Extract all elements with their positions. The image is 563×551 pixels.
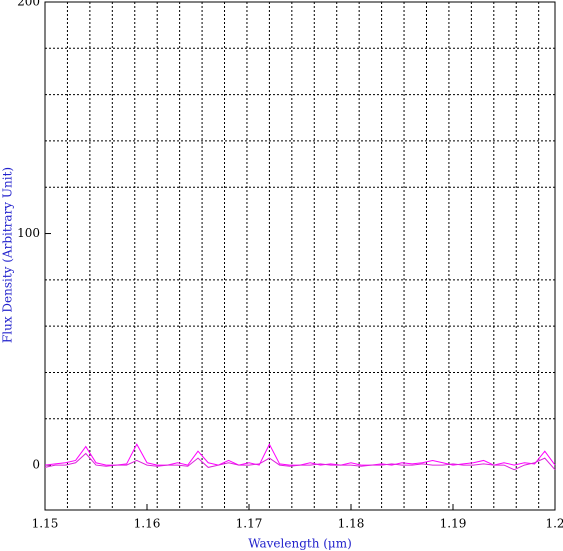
data-line	[44, 452, 556, 471]
x-tick-label: 1.15	[32, 517, 59, 531]
y-tick-label: 200	[17, 0, 40, 9]
y-axis-title: Flux Density (Arbitrary Unit)	[1, 167, 15, 343]
y-tick-label: 100	[17, 226, 40, 240]
x-tick-label: 1.17	[236, 517, 263, 531]
data-line	[44, 443, 556, 466]
x-axis-title: Wavelength (μm)	[248, 537, 352, 551]
x-tick-label: 1.19	[440, 517, 467, 531]
x-tick-label: 1.2	[545, 517, 563, 531]
y-tick-label: 0	[32, 458, 40, 472]
x-tick-label: 1.18	[338, 517, 365, 531]
plot-frame	[44, 1, 556, 511]
x-tick-label: 1.16	[134, 517, 161, 531]
